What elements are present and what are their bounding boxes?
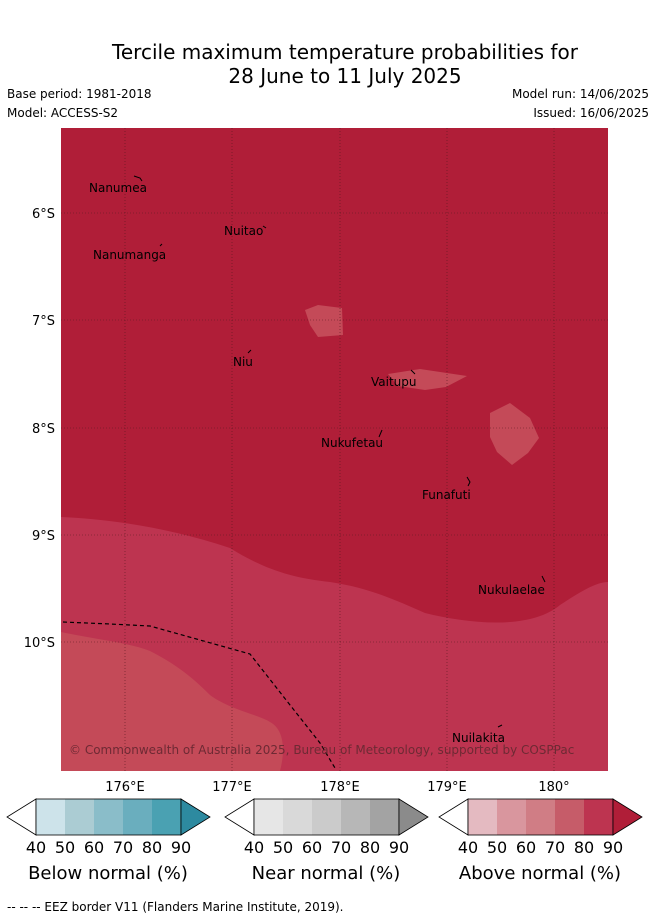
base-period: Base period: 1981-2018 (7, 87, 152, 101)
above-normal-high-extension (612, 798, 643, 836)
near-normal-segment-50 (283, 799, 312, 835)
below-normal-label: Below normal (%) (28, 863, 188, 884)
map-panel: Nanumea Nuitao Nanumanga Niu Vaitupu Nuk… (61, 128, 608, 771)
above-tick-70: 70 (544, 838, 566, 857)
above-normal-light-zone (61, 632, 283, 771)
blob-patch-3 (490, 403, 539, 465)
map-title: Tercile maximum temperature probabilitie… (0, 40, 655, 88)
place-nuitao: Nuitao (224, 224, 263, 238)
below-tick-50: 50 (54, 838, 76, 857)
near-tick-50: 50 (272, 838, 294, 857)
place-niu: Niu (233, 355, 253, 369)
near-tick-60: 60 (301, 838, 323, 857)
below-normal-segment-70 (123, 799, 152, 835)
below-tick-90: 90 (170, 838, 192, 857)
below-tick-60: 60 (83, 838, 105, 857)
above-tick-40: 40 (457, 838, 479, 857)
eez-footnote: -- -- -- EEZ border V11 (Flanders Marine… (7, 900, 344, 914)
below-tick-70: 70 (112, 838, 134, 857)
place-nukufetau: Nukufetau (321, 436, 383, 450)
islands (133, 175, 546, 728)
below-normal-colorbar (6, 798, 211, 836)
place-nanumea: Nanumea (89, 181, 147, 195)
below-normal-high-extension (180, 798, 211, 836)
lon-label-177e: 177°E (212, 780, 252, 795)
above-tick-90: 90 (602, 838, 624, 857)
lon-label-180: 180° (538, 780, 569, 795)
below-tick-40: 40 (25, 838, 47, 857)
above-normal-colorbar (438, 798, 643, 836)
near-normal-segment-40 (254, 799, 283, 835)
near-normal-low-extension (224, 798, 255, 836)
model-name: Model: ACCESS-S2 (7, 106, 119, 120)
colorbar-legends (6, 798, 643, 836)
near-tick-40: 40 (243, 838, 265, 857)
near-normal-colorbar (224, 798, 429, 836)
above-normal-low-extension (438, 798, 469, 836)
latitude-labels: 6°S 7°S 8°S 9°S 10°S (24, 207, 55, 651)
place-nanumanga: Nanumanga (93, 248, 166, 262)
near-normal-label: Near normal (%) (251, 863, 401, 884)
near-normal-segment-80 (370, 799, 399, 835)
place-nukulaelae: Nukulaelae (478, 583, 545, 597)
above-normal-segment-80 (584, 799, 613, 835)
above-tick-60: 60 (515, 838, 537, 857)
blob-patch-1 (305, 305, 343, 337)
near-normal-segment-70 (341, 799, 370, 835)
near-normal-high-extension (398, 798, 429, 836)
eez-border (62, 621, 336, 769)
below-normal-segment-60 (94, 799, 123, 835)
below-normal-segment-40 (36, 799, 65, 835)
gridlines (61, 128, 608, 771)
model-run: Model run: 14/06/2025 (511, 87, 649, 101)
lat-label-9s: 9°S (32, 529, 55, 544)
issued-date: Issued: 16/06/2025 (533, 106, 649, 120)
above-normal-segment-70 (555, 799, 584, 835)
lat-label-6s: 6°S (32, 207, 55, 222)
place-nuilakita: Nuilakita (452, 731, 505, 745)
lon-label-176e: 176°E (105, 780, 145, 795)
above-normal-label: Above normal (%) (458, 863, 622, 884)
lat-label-7s: 7°S (32, 314, 55, 329)
lat-label-10s: 10°S (24, 636, 55, 651)
title-line2: 28 June to 11 July 2025 (228, 64, 462, 88)
above-normal-segment-60 (526, 799, 555, 835)
copyright-notice: © Commonwealth of Australia 2025, Bureau… (69, 743, 574, 757)
place-vaitupu: Vaitupu (371, 375, 417, 389)
place-funafuti: Funafuti (422, 488, 471, 502)
above-normal-segment-50 (497, 799, 526, 835)
below-normal-low-extension (6, 798, 37, 836)
below-normal-segment-50 (65, 799, 94, 835)
near-normal-segment-60 (312, 799, 341, 835)
near-tick-90: 90 (388, 838, 410, 857)
lat-label-8s: 8°S (32, 422, 55, 437)
lon-label-178e: 178°E (320, 780, 360, 795)
lon-label-179e: 179°E (427, 780, 467, 795)
below-tick-80: 80 (141, 838, 163, 857)
near-tick-70: 70 (330, 838, 352, 857)
title-line1: Tercile maximum temperature probabilitie… (112, 40, 578, 64)
above-tick-50: 50 (486, 838, 508, 857)
near-tick-80: 80 (359, 838, 381, 857)
above-normal-segment-40 (468, 799, 497, 835)
below-normal-segment-80 (152, 799, 181, 835)
longitude-labels: 176°E 177°E 178°E 179°E 180° (105, 780, 569, 795)
place-labels: Nanumea Nuitao Nanumanga Niu Vaitupu Nuk… (89, 181, 545, 745)
above-tick-80: 80 (573, 838, 595, 857)
